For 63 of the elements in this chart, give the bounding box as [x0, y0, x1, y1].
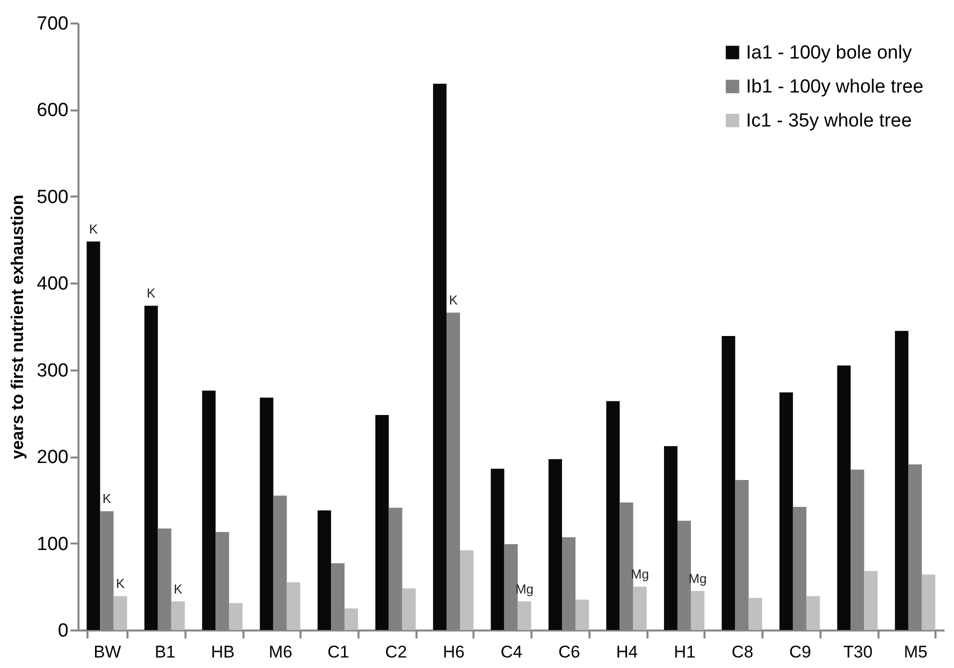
bar [433, 84, 447, 630]
data-label: K [89, 222, 98, 237]
bar [518, 601, 532, 630]
x-tick-label: C4 [500, 642, 522, 662]
bar [690, 590, 704, 630]
bar [864, 571, 878, 630]
bar [606, 401, 620, 630]
bar [633, 586, 647, 630]
y-tick-label: 400 [36, 274, 68, 295]
bar [922, 574, 936, 630]
x-tick-label: M5 [904, 642, 928, 662]
y-tick-label: 300 [36, 360, 68, 382]
legend-label: Ia1 - 100y bole only [746, 42, 912, 64]
y-axis-title: years to first nutrient exhaustion [8, 194, 27, 460]
x-tick-label: T30 [843, 642, 873, 662]
bar [837, 366, 851, 630]
y-tick-label: 700 [36, 14, 68, 34]
bar [722, 336, 736, 630]
bar [894, 330, 908, 630]
data-label: K [116, 576, 125, 592]
bar [344, 608, 358, 630]
y-tick-label: 600 [36, 100, 68, 122]
data-label: K [448, 292, 458, 308]
legend-label: Ib1 - 100y whole tree [746, 76, 924, 98]
bar [375, 414, 389, 630]
bar [260, 398, 274, 630]
x-tick-label: C1 [327, 642, 350, 662]
bar [318, 510, 332, 630]
bar [664, 446, 678, 630]
bar [86, 242, 100, 630]
bar [806, 596, 820, 630]
x-tick-label: M6 [268, 642, 292, 662]
y-tick-label: 200 [36, 447, 68, 468]
x-tick-label: BW [94, 642, 122, 662]
x-tick-label: H1 [674, 642, 696, 662]
data-label: K [102, 491, 112, 506]
bar [548, 459, 562, 630]
bar [229, 603, 243, 630]
bar [286, 582, 300, 630]
x-tick-label: C9 [789, 642, 812, 662]
y-tick-label: 0 [58, 620, 68, 642]
x-tick-label: H4 [616, 642, 638, 662]
bar [779, 392, 793, 630]
data-label: K [146, 286, 156, 301]
x-tick-label: H6 [442, 642, 465, 662]
bar [402, 588, 416, 630]
bar [144, 306, 158, 630]
x-tick-label: C8 [732, 642, 754, 662]
y-tick-label: 500 [36, 186, 68, 208]
x-tick-label: C6 [558, 642, 580, 662]
bar [202, 390, 216, 630]
bar [171, 601, 185, 630]
x-tick-label: HB [211, 642, 235, 662]
bar [490, 468, 504, 630]
data-label: K [174, 581, 183, 596]
bar [575, 600, 589, 630]
bar [114, 596, 128, 630]
bar [748, 598, 762, 630]
bar [460, 550, 474, 630]
legend-label: Ic1 - 35y whole tree [746, 110, 912, 132]
x-tick-label: C2 [385, 642, 407, 662]
x-tick-label: B1 [154, 642, 176, 662]
y-tick-label: 100 [36, 534, 68, 555]
